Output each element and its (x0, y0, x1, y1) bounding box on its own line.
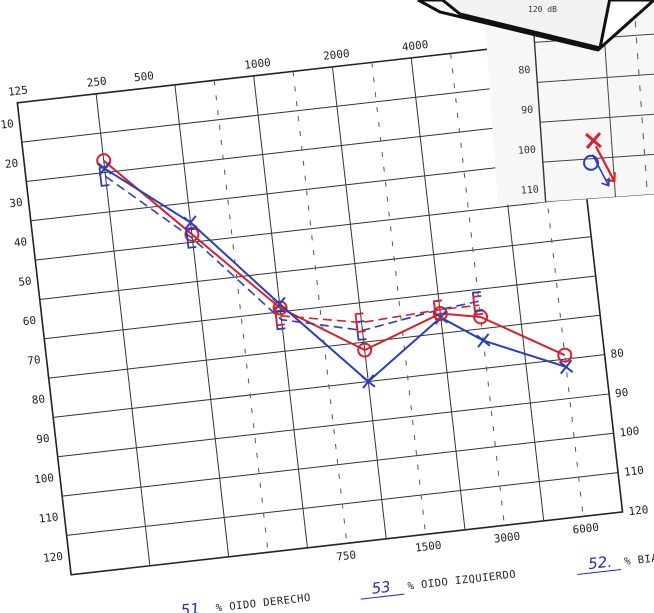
y-tick-left: 50 (18, 274, 33, 288)
circle-marker (272, 300, 288, 316)
inset-y-tick: 80 (518, 65, 531, 77)
grid-col-line (253, 75, 308, 548)
bracket-marker (354, 312, 366, 334)
grid-half-octave-line (371, 62, 427, 535)
inset-marks (583, 132, 616, 187)
y-tick-left: 40 (13, 235, 28, 249)
series-line-0 (103, 159, 566, 357)
grid-col-line (95, 93, 151, 566)
y-tick-left: 80 (31, 392, 46, 406)
grid-half-octave-line (450, 53, 505, 526)
series-line-3 (280, 304, 480, 324)
binaural-value: 52. (587, 552, 613, 573)
y-tick-left: 120 (42, 550, 63, 565)
x-tick-top: 2000 (322, 47, 350, 63)
bracket-marker (185, 228, 197, 249)
circle-marker (432, 306, 448, 322)
header-db-label: 120 dB (528, 5, 557, 14)
binaural-label: % BIAURAL (624, 549, 654, 568)
grid-row-line (57, 393, 610, 458)
y-tick-left: 20 (4, 157, 19, 171)
grid-half-octave-line (213, 80, 269, 553)
right-ear-value: 51 (180, 599, 201, 613)
circle-marker (184, 226, 200, 242)
y-tick-left: 30 (9, 196, 24, 210)
audiogram-chart: 125 250 500 1000 2000 4000 750 1500 3000 6000 10 20… (0, 38, 654, 613)
left-ear-value: 53 (371, 578, 392, 598)
circle-marker (557, 347, 573, 363)
dark-header-strip: 120 dB (417, 0, 654, 52)
binaural-underline (577, 568, 622, 575)
x-marker (558, 359, 574, 375)
grid-row-line (48, 314, 601, 379)
series-layer (96, 153, 574, 389)
tick-labels: 125 250 500 1000 2000 4000 750 1500 3000 6000 10 20… (0, 38, 654, 565)
grid-row-line (35, 196, 587, 261)
footer: 51 % OIDO DERECHO 53 % OIDO IZQUIERDO 52… (180, 549, 654, 613)
inset-paper (483, 0, 654, 206)
y-tick-right: 110 (623, 464, 644, 479)
inset-circle-marker (583, 154, 600, 171)
grid-row-line (62, 432, 614, 497)
y-tick-left: 60 (22, 314, 37, 328)
x-tick-bottom: 3000 (493, 530, 521, 546)
x-tick-bottom: 750 (336, 548, 357, 563)
grid-col-line (331, 66, 387, 539)
inset-y-tick: 110 (520, 184, 539, 196)
bracket-marker (472, 294, 484, 316)
y-tick-left: 100 (34, 471, 55, 486)
x-tick-top: 250 (86, 75, 107, 90)
series-line-2 (105, 175, 480, 332)
inset-row-line (545, 192, 654, 203)
x-marker (97, 161, 112, 176)
y-tick-right: 80 (610, 346, 625, 360)
y-tick-right: 120 dB (628, 501, 654, 518)
grid-col-line (410, 57, 466, 530)
inset-blue-arrow (591, 154, 610, 187)
y-tick-left: 10 (0, 117, 14, 131)
bracket-marker (274, 305, 286, 327)
x-tick-bottom: 1500 (414, 539, 442, 555)
x-marker (183, 215, 198, 230)
y-tick-left: 90 (36, 432, 51, 446)
x-tick-bottom: 6000 (572, 521, 600, 537)
x-marker (433, 310, 449, 325)
y-tick-right: 90 (614, 386, 629, 400)
x-marker (272, 296, 287, 312)
inset-half-octave-line (633, 5, 651, 206)
inset-row-line (548, 233, 654, 242)
bracket-marker (98, 166, 110, 187)
grid-row-line (21, 78, 574, 143)
y-tick-right: 100 (619, 424, 640, 439)
grid-col-line (174, 84, 230, 557)
inset-row-line (540, 112, 654, 123)
grid-row-line (44, 275, 596, 340)
y-tick-left: 110 (38, 510, 59, 525)
x-marker (361, 374, 376, 389)
grid-row-line (30, 157, 583, 222)
y-tick-left: 70 (27, 353, 42, 367)
x-marker (476, 333, 491, 348)
right-ear-label: % OIDO DERECHO (215, 592, 311, 613)
bracket-marker (432, 299, 444, 321)
left-ear-label: % OIDO IZQUIERDO (407, 568, 517, 592)
x-tick-top: 1000 (244, 56, 272, 72)
inset-y-tick: 100 (518, 145, 537, 157)
x-tick-top: 4000 (401, 38, 429, 54)
inset-tick-labels: 80 90 100 110 120 (518, 65, 542, 236)
x-tick-top: 500 (133, 69, 154, 84)
left-ear-underline (360, 593, 405, 600)
inset-x-marker (585, 132, 602, 150)
inset-y-tick: 120 (523, 224, 542, 236)
x-tick-top: 125 (7, 84, 28, 99)
inset-row-line (537, 72, 654, 83)
grid-half-octave-line (292, 71, 348, 544)
inset-row-line (542, 152, 654, 163)
circle-marker (357, 342, 373, 358)
inset-y-tick: 90 (521, 105, 534, 117)
